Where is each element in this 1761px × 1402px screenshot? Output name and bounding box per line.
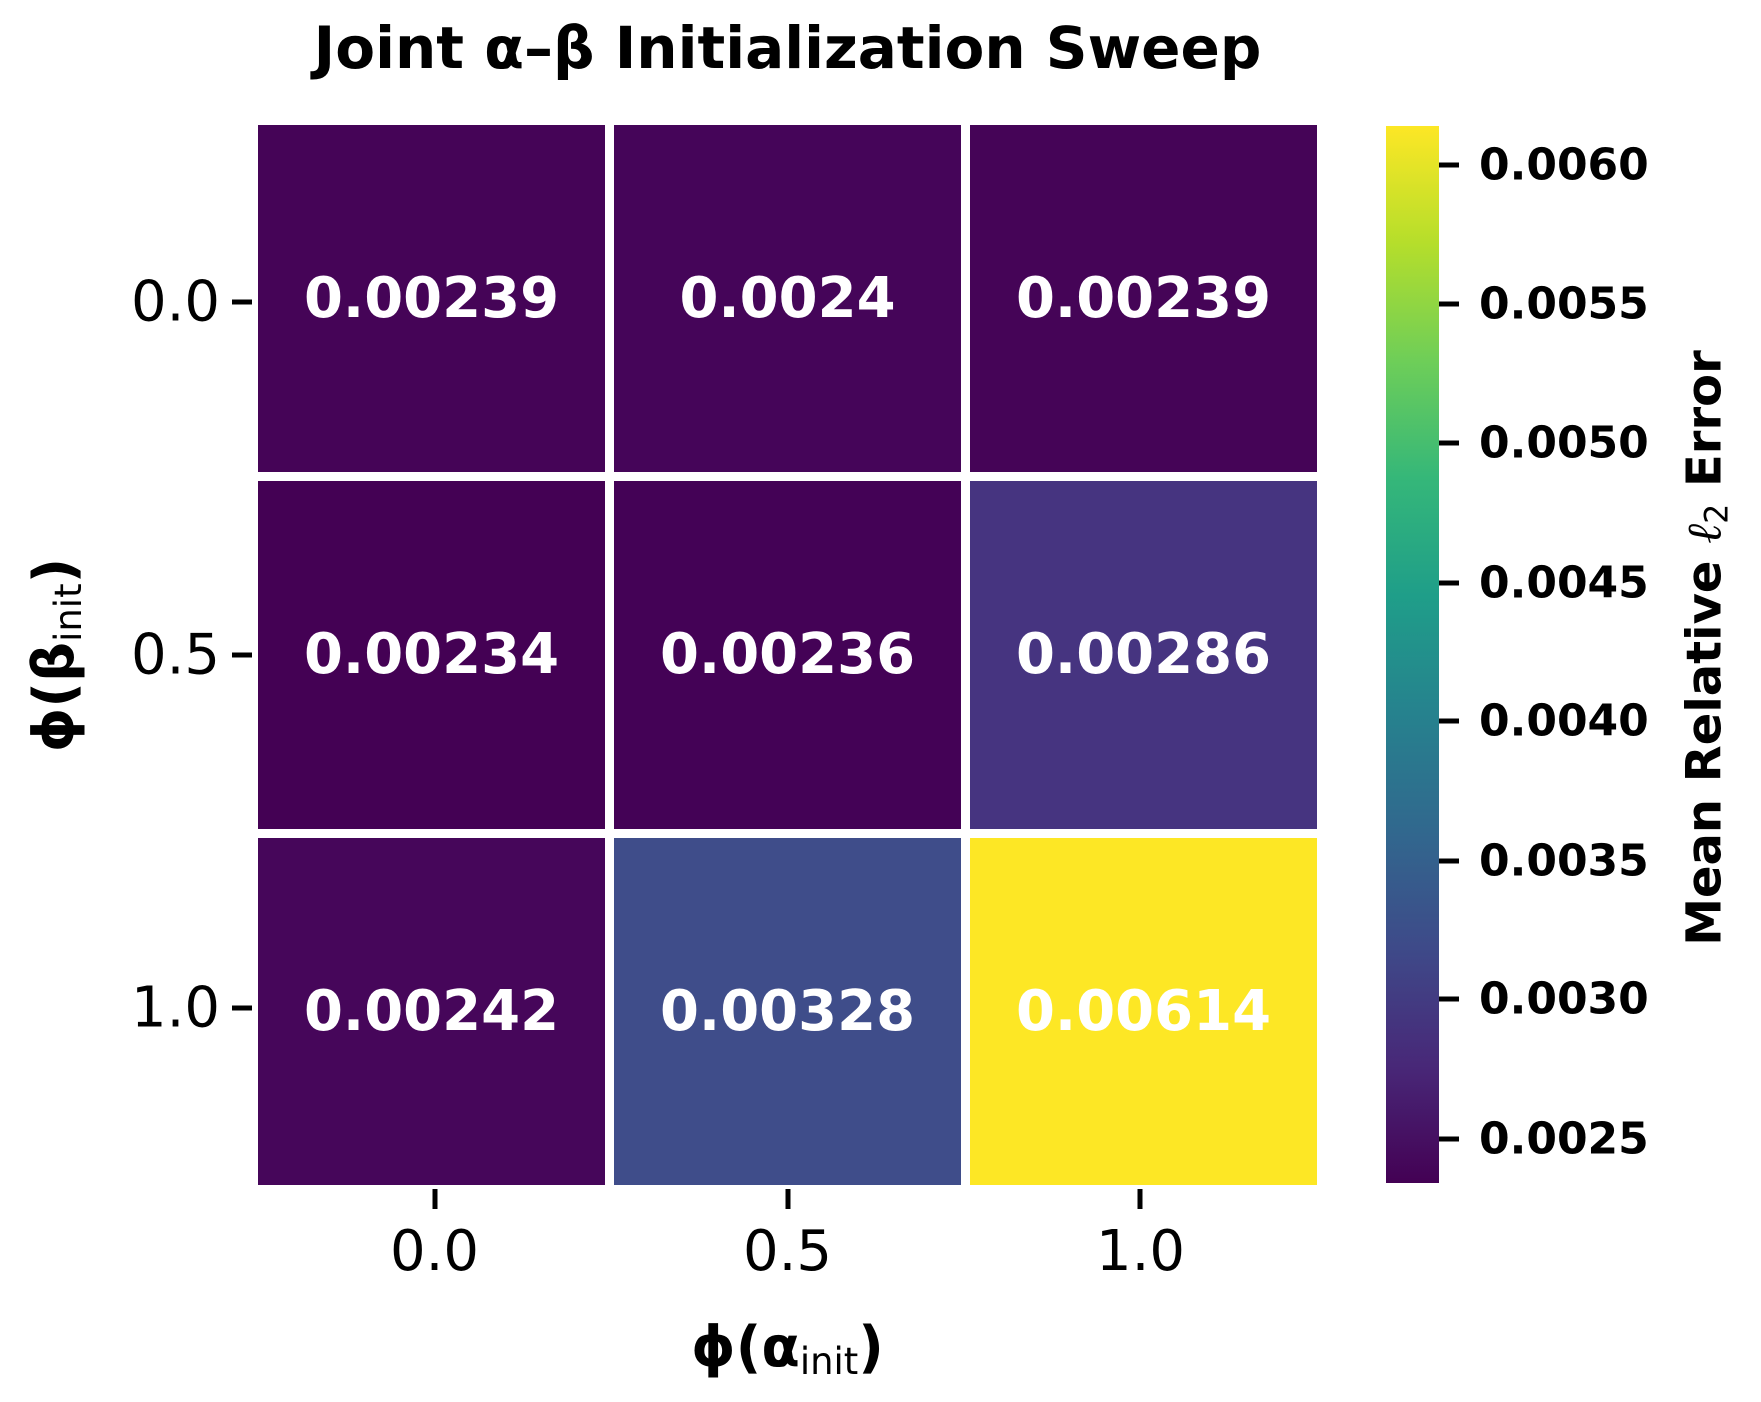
colorbar-tick-mark <box>1439 718 1459 724</box>
cell-value: 0.00614 <box>1015 978 1272 1044</box>
cell-value: 0.00242 <box>303 978 560 1044</box>
colorbar-tick: 0.0040 <box>1439 696 1649 747</box>
colorbar-tick-label: 0.0060 <box>1479 139 1649 191</box>
colorbar-tick: 0.0025 <box>1439 1113 1649 1164</box>
heatmap-cell: 0.00614 <box>970 837 1317 1185</box>
cell-value: 0.00239 <box>303 266 560 332</box>
x-tick-mark <box>432 1189 437 1209</box>
colorbar-tick-mark <box>1439 440 1459 446</box>
y-axis-tick-label: 1.0 <box>130 975 220 1041</box>
cell-value: 0.00234 <box>303 622 560 688</box>
colorbar-tick-mark <box>1439 1136 1459 1142</box>
colorbar-tick-mark <box>1439 301 1459 307</box>
heatmap-cell: 0.00236 <box>614 481 961 829</box>
heatmap-cell: 0.00328 <box>614 837 961 1185</box>
colorbar-tick-label: 0.0030 <box>1479 973 1649 1025</box>
x-tick-mark <box>785 1189 790 1209</box>
heatmap-cell: 0.00242 <box>258 837 605 1185</box>
heatmap-cell: 0.00234 <box>258 481 605 829</box>
colorbar-tick: 0.0030 <box>1439 974 1649 1025</box>
colorbar-tick: 0.0060 <box>1439 140 1649 191</box>
cell-value: 0.00286 <box>1015 622 1272 688</box>
colorbar-tick-label: 0.0040 <box>1479 695 1649 747</box>
cell-value: 0.0024 <box>679 266 896 332</box>
colorbar-label-subscript: 2 <box>1699 503 1736 524</box>
colorbar-tick-label: 0.0035 <box>1479 835 1649 887</box>
heatmap-cell: 0.0024 <box>614 125 961 473</box>
ell-symbol: ℓ <box>1676 523 1733 544</box>
x-axis-label: ϕ(αinit) <box>691 1315 884 1384</box>
heatmap-cell: 0.00239 <box>258 125 605 473</box>
y-axis-label-subscript: init <box>47 583 91 642</box>
cell-value: 0.00328 <box>659 978 916 1044</box>
colorbar-gradient <box>1386 126 1439 1183</box>
x-tick-mark <box>1137 1189 1143 1209</box>
colorbar-tick-label: 0.0050 <box>1479 417 1649 469</box>
x-axis-tick-label: 0.5 <box>742 1219 833 1284</box>
colorbar: 0.0060 0.0055 0.0050 0.0045 0.0040 0.003… <box>1386 126 1649 1183</box>
colorbar-tick-mark <box>1439 580 1459 586</box>
colorbar-tick: 0.0045 <box>1439 557 1649 608</box>
y-axis-tick-label: 0.0 <box>130 269 220 335</box>
heatmap-cell: 0.00239 <box>970 125 1317 473</box>
colorbar-label: Mean Relative ℓ2 Error <box>1676 350 1736 946</box>
x-axis-tick-label: 1.0 <box>1095 1219 1186 1284</box>
colorbar-tick: 0.0050 <box>1439 418 1649 469</box>
y-axis-tick-label: 0.5 <box>130 622 220 688</box>
colorbar-tick-label: 0.0045 <box>1479 557 1649 609</box>
colorbar-tick-mark <box>1439 162 1459 168</box>
colorbar-tick-mark <box>1439 858 1459 864</box>
colorbar-tick-mark <box>1439 996 1459 1002</box>
cell-value: 0.00236 <box>659 622 916 688</box>
colorbar-tick: 0.0055 <box>1439 278 1649 329</box>
y-tick-mark <box>232 299 252 305</box>
cell-value: 0.00239 <box>1015 266 1272 332</box>
colorbar-tick-label: 0.0055 <box>1479 278 1649 330</box>
chart-title: Joint α–β Initialization Sweep <box>313 14 1262 82</box>
colorbar-tick: 0.0035 <box>1439 835 1649 886</box>
y-tick-mark <box>232 1005 252 1011</box>
y-tick-mark <box>232 652 252 658</box>
x-axis-label-subscript: init <box>799 1340 859 1384</box>
colorbar-tick-label: 0.0025 <box>1479 1113 1649 1165</box>
heatmap-cell: 0.00286 <box>970 481 1317 829</box>
heatmap: 0.00239 0.0024 0.00239 0.00234 0.00236 0… <box>131 125 1317 1383</box>
x-axis-tick-label: 0.0 <box>389 1219 480 1284</box>
y-axis-label: ϕ(βinit) <box>21 557 91 753</box>
